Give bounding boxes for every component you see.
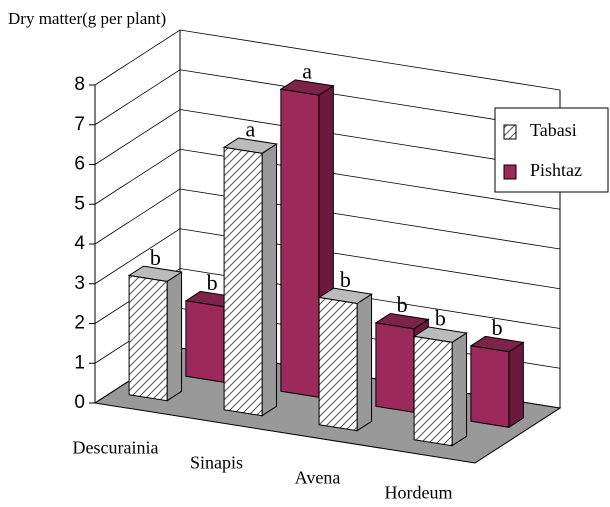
bar-front <box>375 322 415 413</box>
x-tick-label: Avena <box>295 468 341 488</box>
significance-label: b <box>207 270 218 295</box>
significance-label: a <box>302 59 312 84</box>
bar-side <box>166 271 183 402</box>
grid-line <box>94 69 561 131</box>
y-tick-label: 6 <box>74 154 85 175</box>
bar <box>412 326 468 447</box>
legend-label: Pishtaz <box>530 160 582 180</box>
grid-line <box>94 29 561 91</box>
chart-title: Dry matter(g per plant) <box>8 9 166 28</box>
x-tick-label: Descurainia <box>73 438 159 458</box>
significance-label: b <box>492 315 503 340</box>
significance-label: b <box>397 292 408 317</box>
y-tick-label: 5 <box>74 193 85 214</box>
bar-front <box>128 274 168 402</box>
x-tick-label: Sinapis <box>190 453 243 473</box>
bar-side <box>508 341 524 429</box>
bar-front <box>318 296 358 432</box>
significance-label: b <box>150 245 161 270</box>
grid-line <box>94 109 561 170</box>
bar-front <box>185 300 225 383</box>
significance-label: a <box>245 117 255 142</box>
y-tick-label: 3 <box>74 273 85 294</box>
bar <box>222 137 278 417</box>
bar-side <box>261 143 278 417</box>
bar-front <box>413 335 453 447</box>
y-tick-label: 4 <box>74 233 85 254</box>
legend-swatch <box>503 164 517 180</box>
bar-side <box>451 332 468 447</box>
grid-line <box>94 228 561 290</box>
x-tick-label: Hordeum <box>385 483 453 503</box>
y-tick-label: 8 <box>74 74 85 95</box>
legend-label: Tabasi <box>530 120 577 140</box>
y-tick-label: 2 <box>74 313 85 334</box>
bar <box>317 287 373 432</box>
grid-line <box>94 148 561 210</box>
bar-front <box>470 345 510 428</box>
significance-label: b <box>435 306 446 331</box>
significance-label: b <box>340 267 351 292</box>
bar-side <box>356 293 373 432</box>
legend-swatch <box>503 124 517 140</box>
bar <box>127 265 183 402</box>
grid-line <box>94 188 561 250</box>
y-tick-label: 0 <box>74 392 85 413</box>
y-tick-label: 1 <box>74 352 85 373</box>
bar <box>469 335 525 429</box>
grid-line <box>94 268 561 329</box>
bar-front <box>223 146 263 417</box>
y-tick-label: 7 <box>74 114 85 135</box>
bar-front <box>280 88 320 398</box>
